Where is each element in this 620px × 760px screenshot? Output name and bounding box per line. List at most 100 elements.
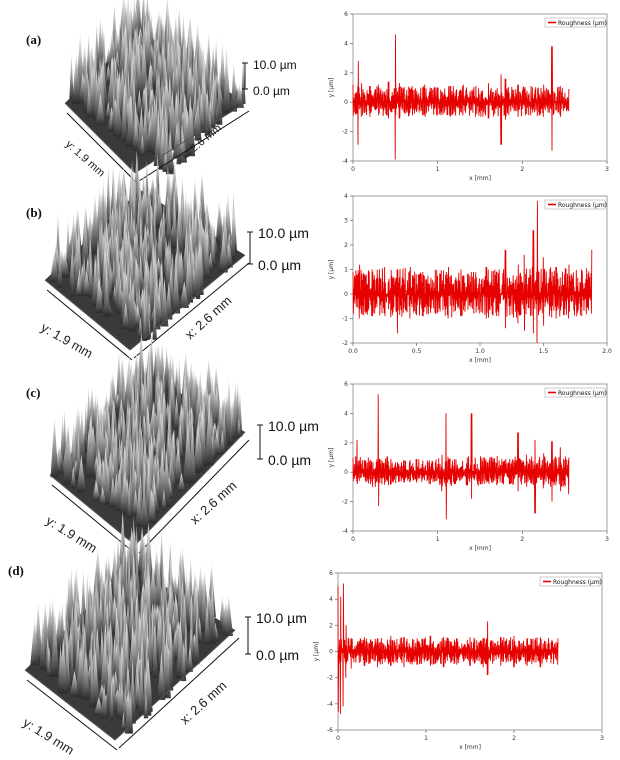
- x-axis-title: x [mm]: [469, 357, 491, 364]
- surface-peak: [151, 94, 158, 155]
- y-tick-label: -2: [327, 675, 333, 682]
- surface-peak: [116, 449, 126, 470]
- x-tick-label: 3: [605, 536, 609, 543]
- surface-edge-x: [114, 629, 236, 741]
- panel-label-b: (b): [26, 205, 42, 220]
- surface-peak: [176, 402, 187, 451]
- surface-peak: [230, 61, 238, 112]
- surface-peak: [86, 83, 92, 118]
- y-tick-label: -1: [342, 316, 348, 323]
- dimension-line-y: [66, 112, 138, 184]
- surface-peak: [121, 711, 126, 731]
- surface-edge-x: [129, 254, 246, 351]
- x-tick-label: 0: [351, 166, 355, 173]
- surface-peak: [141, 470, 147, 529]
- surface-peak: [122, 681, 128, 725]
- surface-peak: [241, 53, 246, 105]
- surface-peak: [39, 617, 47, 670]
- surface-peak: [152, 622, 158, 679]
- roughness-series-line: [352, 34, 570, 160]
- surface-peak: [65, 217, 71, 272]
- x-tick-label: 0: [336, 735, 340, 742]
- surface-peak: [59, 251, 70, 277]
- surface-peak: [236, 418, 242, 437]
- x-tick-label: 1.5: [539, 348, 549, 355]
- surface-peak: [177, 472, 186, 492]
- surface-peak: [169, 438, 174, 495]
- surface-peak: [179, 281, 190, 308]
- surface-peak: [30, 619, 39, 666]
- dimension-line-y: [46, 289, 133, 361]
- surface-peak: [138, 657, 145, 716]
- surface-peak: [117, 20, 122, 69]
- y-tick-label: 4: [344, 193, 348, 200]
- height-scale-max-label: 10.0 µm: [253, 58, 297, 72]
- surface-peak: [112, 434, 120, 494]
- roughness-series-line: [352, 394, 570, 520]
- y-tick-label: 0: [329, 649, 333, 656]
- panel-label-a: (a): [26, 32, 42, 47]
- surface-peak: [69, 52, 74, 99]
- legend-label: Roughness (µm): [553, 579, 602, 586]
- surface-peak: [218, 43, 227, 103]
- surface-edge-y: [49, 474, 136, 546]
- surface-peak: [60, 412, 66, 467]
- surface-peak: [135, 484, 143, 527]
- surface-peak: [165, 196, 173, 246]
- surface-peak: [148, 563, 158, 615]
- x-tick-label: 0.5: [412, 348, 422, 355]
- surface-peak: [226, 383, 233, 446]
- surface-peak: [90, 194, 100, 255]
- x-tick-label: 2.0: [602, 348, 612, 355]
- surface-peak: [200, 573, 208, 633]
- surface-peak: [171, 262, 181, 314]
- surface-peak: [127, 480, 132, 519]
- surface-peak: [171, 197, 178, 249]
- plot-frame: [352, 195, 608, 344]
- surface-peak: [219, 231, 228, 273]
- dimension-line-y: [26, 679, 118, 751]
- surface-peak: [87, 256, 95, 298]
- surface-peak: [83, 399, 89, 452]
- surface-edge-x: [134, 431, 246, 546]
- y-axis-title: y [µm]: [328, 448, 335, 468]
- surface-peak: [216, 66, 223, 125]
- surface-peak: [224, 240, 233, 268]
- surface-peak: [204, 403, 214, 466]
- y-tick-label: 6: [344, 11, 348, 18]
- surface-peak: [115, 418, 123, 448]
- surface-peak: [46, 645, 51, 678]
- surface-peak: [204, 88, 211, 136]
- surface-peak: [105, 460, 111, 505]
- surface-peak: [209, 95, 216, 129]
- y-tick-label: -2: [342, 499, 348, 506]
- y-axis-title: y [µm]: [313, 642, 320, 662]
- y-tick-label: 4: [344, 40, 348, 47]
- surface-peak: [194, 97, 202, 141]
- surface-peak: [161, 488, 167, 510]
- height-scale-min-label: 0.0 µm: [253, 84, 290, 98]
- y-tick-label: 2: [344, 242, 348, 249]
- y-tick-label: 4: [329, 596, 333, 603]
- roughness-plot-b: 0.0 0.5 1.0 1.5 2.0 -2 -1 0 1 2 3 4 x [mm] y [µm] Roug…: [328, 193, 612, 364]
- y-dimension-label: y: 1.9 mm: [20, 715, 76, 758]
- surface-peak: [99, 486, 107, 505]
- legend-label: Roughness (µm): [558, 390, 607, 397]
- surface-peak: [203, 600, 211, 645]
- y-tick-label: -4: [327, 701, 333, 708]
- surface-peak: [101, 584, 109, 651]
- x-dimension-label: x: 2.6 mm: [177, 678, 229, 727]
- y-tick-label: 2: [344, 70, 348, 77]
- surface-peak: [75, 276, 82, 296]
- height-scale-max-label: 10.0 µm: [258, 225, 309, 241]
- surface-peak: [100, 634, 110, 699]
- roughness-plot-a: 0 1 2 3 -4 -2 0 2 4 6 x [mm] y [µm] Roughness (µm): [328, 11, 609, 182]
- legend-box: [544, 17, 606, 28]
- surface-peak: [93, 696, 104, 716]
- surface-peak: [209, 234, 216, 267]
- surface-peak: [127, 271, 134, 332]
- x-tick-label: 1: [424, 735, 428, 742]
- legend-box: [539, 576, 601, 587]
